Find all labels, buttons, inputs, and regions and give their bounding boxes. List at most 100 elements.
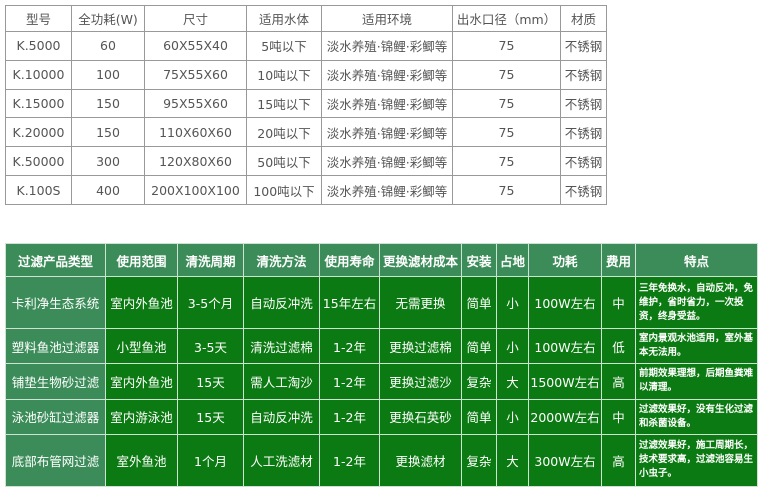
table-cell: 过滤效果好，施工周期长，技术要求高，过滤池容易生小虫子。 (635, 433, 758, 488)
table-cell: 前期效果理想，后期鱼粪难以清理。 (635, 363, 758, 400)
table-cell: 室内景观水池适用，室外基本无法用。 (635, 328, 758, 365)
table-cell: 100吨以下 (246, 175, 322, 205)
table-cell: 3-5个月 (177, 275, 244, 330)
column-header: 出水口径（mm） (452, 5, 561, 32)
table-cell: 5吨以下 (246, 31, 322, 61)
table-row: K.50000 300 120X80X60 50吨以下 淡水养殖·锦鲤·彩鲫等 75 不锈钢 (5, 146, 607, 177)
table-cell: 1-2年 (319, 433, 380, 488)
table-cell: 15年左右 (319, 275, 380, 330)
table-cell: 100W左右 (528, 275, 602, 330)
column-header: 占地 (496, 243, 529, 277)
table-cell: 淡水养殖·锦鲤·彩鲫等 (321, 175, 453, 205)
table-cell: 100W左右 (528, 328, 602, 365)
column-header: 功耗 (528, 243, 602, 277)
table-cell: 大 (496, 433, 529, 488)
table-cell: 淡水养殖·锦鲤·彩鲫等 (321, 146, 453, 177)
table-cell: 60X55X40 (144, 31, 247, 61)
table-cell: 淡水养殖·锦鲤·彩鲫等 (321, 117, 453, 148)
table-row: 卡利净生态系统 室内外鱼池 3-5个月 自动反冲洗 15年左右 无需更换 简单小 100W左右… (5, 275, 758, 330)
table-cell: 150 (71, 88, 145, 119)
table-cell: 底部布管网过滤 (5, 433, 106, 488)
column-header: 使用寿命 (319, 243, 380, 277)
table-cell: K.50000 (5, 146, 72, 177)
table-cell: 200X100X100 (144, 175, 247, 205)
table-cell: 15天 (177, 398, 244, 435)
table-cell: 小 (496, 275, 529, 330)
table-cell: 不锈钢 (560, 175, 607, 205)
table-cell: K.15000 (5, 88, 72, 119)
table-cell: 中 (601, 275, 636, 330)
table-cell: 三年免换水，自动反冲，免维护，省时省力，一次投资，终身受益。 (635, 275, 758, 330)
table-cell: 110X60X60 (144, 117, 247, 148)
column-header: 适用水体 (246, 5, 322, 32)
table-cell: 淡水养殖·锦鲤·彩鲫等 (321, 31, 453, 61)
table-row: K.15000 150 95X55X60 15吨以下 淡水养殖·锦鲤·彩鲫等 75 不锈钢 (5, 88, 607, 119)
table-cell: 20吨以下 (246, 117, 322, 148)
column-header: 过滤产品类型 (5, 243, 106, 277)
table-cell: 10吨以下 (246, 59, 322, 90)
table-cell: 1-2年 (319, 363, 380, 400)
column-header: 清洗周期 (177, 243, 244, 277)
table-cell: 泳池砂缸过滤器 (5, 398, 106, 435)
table-cell: 小 (496, 328, 529, 365)
table-cell: 2000W左右 (528, 398, 602, 435)
table-cell: 100 (71, 59, 145, 90)
table-cell: 更换滤材 (379, 433, 462, 488)
table-cell: 150 (71, 117, 145, 148)
table-cell: 大 (496, 363, 529, 400)
table-cell: K.5000 (5, 31, 72, 61)
table-cell: 不锈钢 (560, 59, 607, 90)
table-cell: 无需更换 (379, 275, 462, 330)
comparison-table: 过滤产品类型 使用范围 清洗周期 清洗方法 使用寿命 更换滤材成本 安装 占地 功耗 费用 特点 卡利… (5, 243, 758, 488)
table-row: 塑料鱼池过滤器 小型鱼池 3-5天 清洗过滤棉 1-2年 更换过滤棉 简单小 100W左右低室… (5, 328, 758, 365)
table-row: 泳池砂缸过滤器 室内游泳池 15天 自动反冲洗 1-2年 更换石英砂 简单小 2000W左右中… (5, 398, 758, 435)
table-cell: 淡水养殖·锦鲤·彩鲫等 (321, 59, 453, 90)
table-cell: 3-5天 (177, 328, 244, 365)
table-cell: 简单 (461, 398, 497, 435)
table-cell: 75 (452, 146, 561, 177)
table-cell: K.10000 (5, 59, 72, 90)
column-header: 使用范围 (105, 243, 178, 277)
column-header: 更换滤材成本 (379, 243, 462, 277)
table-cell: 中 (601, 398, 636, 435)
table-cell: 15吨以下 (246, 88, 322, 119)
table-cell: 更换过滤棉 (379, 328, 462, 365)
table-cell: 小型鱼池 (105, 328, 178, 365)
spec-table: 型号 全功耗(W) 尺寸 适用水体 适用环境 出水口径（mm） 材质 K.5000 60 60X5… (5, 5, 607, 205)
table-cell: 室内外鱼池 (105, 275, 178, 330)
column-header: 型号 (5, 5, 72, 32)
table-cell: 1个月 (177, 433, 244, 488)
table-row: 铺垫生物砂过滤 室内外鱼池 15天 需人工淘沙 1-2年 更换过滤沙 复杂大 1500W左右高… (5, 363, 758, 400)
table-cell: 更换过滤沙 (379, 363, 462, 400)
table-cell: 淡水养殖·锦鲤·彩鲫等 (321, 88, 453, 119)
table-cell: 人工洗滤材 (243, 433, 320, 488)
table-cell: 室内外鱼池 (105, 363, 178, 400)
table-cell: 铺垫生物砂过滤 (5, 363, 106, 400)
column-header: 费用 (601, 243, 636, 277)
table-cell: 自动反冲洗 (243, 398, 320, 435)
column-header: 材质 (560, 5, 607, 32)
column-header: 适用环境 (321, 5, 453, 32)
table-cell: 简单 (461, 328, 497, 365)
table-row: K.20000 150 110X60X60 20吨以下 淡水养殖·锦鲤·彩鲫等 75 不锈钢 (5, 117, 607, 148)
table-cell: 更换石英砂 (379, 398, 462, 435)
table-cell: 75 (452, 117, 561, 148)
table-cell: 75 (452, 31, 561, 61)
table-cell: 复杂 (461, 363, 497, 400)
table-cell: 15天 (177, 363, 244, 400)
table-cell: 清洗过滤棉 (243, 328, 320, 365)
table-cell: 75 (452, 175, 561, 205)
table-cell: 低 (601, 328, 636, 365)
table-cell: 75X55X60 (144, 59, 247, 90)
table-cell: 卡利净生态系统 (5, 275, 106, 330)
table-cell: 1500W左右 (528, 363, 602, 400)
table-cell: 需人工淘沙 (243, 363, 320, 400)
table-cell: 不锈钢 (560, 31, 607, 61)
table-cell: 400 (71, 175, 145, 205)
table-row: K.100S 400 200X100X100 100吨以下 淡水养殖·锦鲤·彩鲫等 75 不… (5, 175, 607, 205)
table-cell: 室外鱼池 (105, 433, 178, 488)
table-cell: 300W左右 (528, 433, 602, 488)
table-row: K.10000 100 75X55X60 10吨以下 淡水养殖·锦鲤·彩鲫等 75 不锈钢 (5, 59, 607, 90)
table-cell: 高 (601, 363, 636, 400)
table-cell: 不锈钢 (560, 117, 607, 148)
